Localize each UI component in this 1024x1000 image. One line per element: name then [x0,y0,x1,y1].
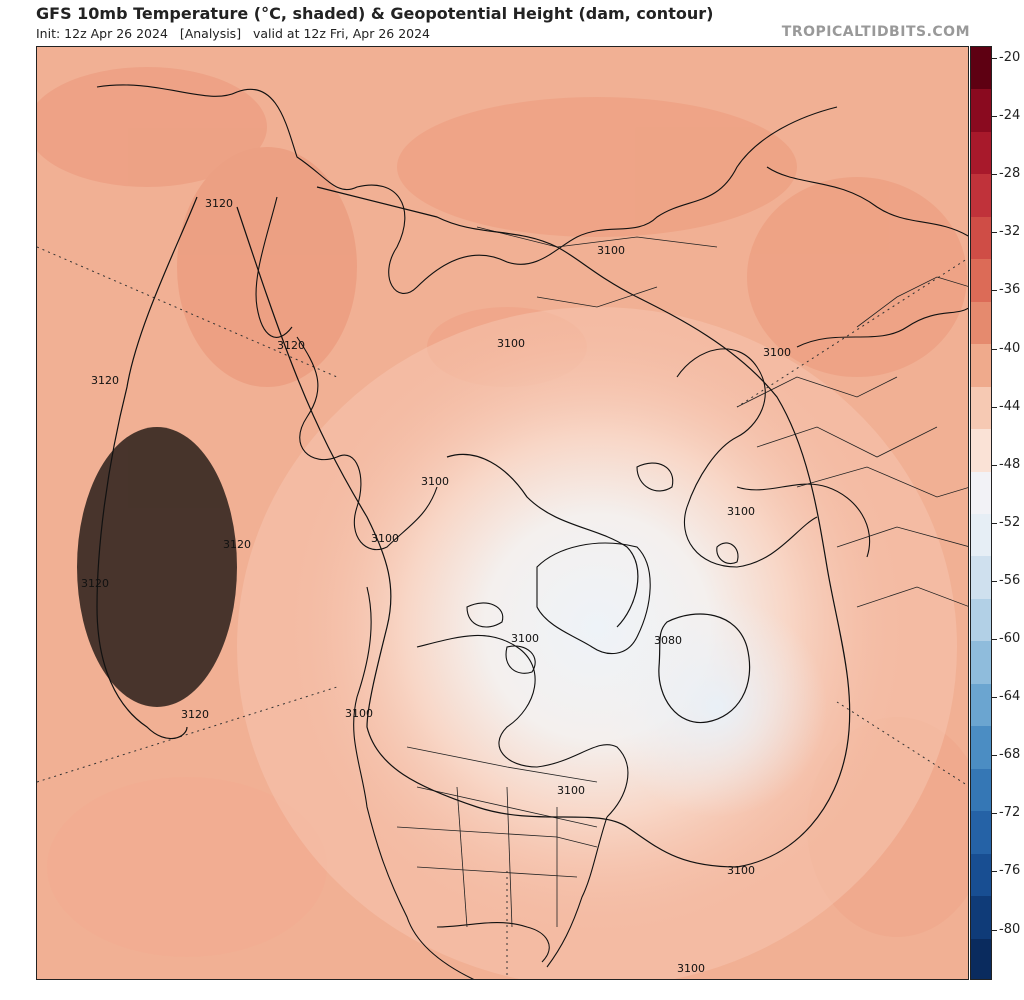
colorbar-segment [971,556,991,600]
colorbar-segment [971,131,991,175]
colorbar-tick-label: -72 [999,805,1021,821]
colorbar-segment [971,89,991,133]
colorbar-segment [971,811,991,855]
colorbar-segment [971,768,991,812]
colorbar-tick [992,697,997,699]
colorbar-tick [992,232,997,234]
colorbar-tick-label: -68 [999,747,1021,763]
temperature-colorbar [970,46,992,980]
colorbar-tick-label: -44 [999,398,1021,414]
graticule [37,246,968,979]
country-borders [396,226,968,928]
colorbar-tick [992,174,997,176]
colorbar-segment [971,216,991,260]
colorbar-segment [971,598,991,642]
colorbar-segment [971,726,991,770]
contour-label: 3100 [677,962,705,975]
contour-label: 3100 [763,346,791,359]
colorbar-tick [992,116,997,118]
contour-label: 3120 [91,374,119,387]
colorbar-tick-label: -36 [999,282,1021,298]
colorbar-segment [971,938,991,979]
map-canvas: 3120 3120 3120 3120 3120 3120 3100 3100 … [37,47,968,979]
colorbar-segment [971,896,991,940]
colorbar-tick [992,580,997,582]
colorbar-tick [992,639,997,640]
colorbar-segment [971,386,991,430]
contour-label: 3120 [205,197,233,210]
colorbar-tick-label: -20 [999,50,1021,65]
colorbar-tick [992,58,997,59]
colorbar-tick-label: -24 [999,108,1021,124]
contour-label: 3120 [277,339,305,352]
contour-label: 3120 [81,577,109,590]
colorbar-tick-label: -28 [999,166,1021,182]
colorbar-segment [971,429,991,473]
contour-label: 3100 [421,475,449,488]
contour-label: 3100 [557,784,585,797]
colorbar-tick-label: -56 [999,572,1021,588]
colorbar-tick [992,290,997,292]
colorbar-tick-label: -48 [999,456,1021,472]
contour-label: 3100 [727,505,755,518]
colorbar-segment [971,259,991,303]
colorbar-tick-label: -76 [999,863,1021,879]
colorbar-tick [992,929,997,931]
height-contours [96,186,851,868]
colorbar-tick-label: -52 [999,514,1021,530]
colorbar-tick [992,522,997,524]
colorbar-segment [971,47,991,90]
contour-label: 3100 [597,244,625,257]
colorbar-tick [992,464,997,466]
map-panel: 3120 3120 3120 3120 3120 3120 3100 3100 … [36,46,969,980]
contour-label: 3100 [511,632,539,645]
colorbar-tick [992,813,997,815]
contour-label: 3100 [727,864,755,877]
contour-label: 3100 [371,532,399,545]
colorbar-segment [971,514,991,557]
contour-label: 3080 [654,634,682,647]
coastlines [96,84,968,979]
colorbar-segment [971,641,991,685]
colorbar-segment [971,683,991,727]
colorbar-tick [992,755,997,757]
colorbar-segment [971,174,991,218]
colorbar-tick-label: -64 [999,689,1021,705]
contour-labels: 3120 3120 3120 3120 3120 3120 3100 3100 … [81,197,791,975]
brand-watermark: TROPICALTIDBITS.COM [781,24,970,40]
colorbar-tick-label: -40 [999,340,1021,356]
contour-label: 3120 [223,538,251,551]
map-title: GFS 10mb Temperature (°C, shaded) & Geop… [36,4,714,23]
contour-label: 3100 [497,337,525,350]
colorbar-tick-label: -32 [999,224,1021,240]
map-subtitle: Init: 12z Apr 26 2024 [Analysis] valid a… [36,26,431,41]
contour-label: 3120 [181,708,209,721]
colorbar-tick [992,406,997,408]
colorbar-tick-label: -80 [999,921,1021,937]
colorbar-segment [971,301,991,345]
colorbar-segment [971,853,991,897]
contour-3080 [658,613,751,724]
colorbar-tick [992,871,997,873]
colorbar-segment [971,344,991,388]
colorbar-tick [992,348,997,350]
colorbar-tick-label: -60 [999,631,1021,646]
colorbar-segment [971,471,991,515]
contour-label: 3100 [345,707,373,720]
